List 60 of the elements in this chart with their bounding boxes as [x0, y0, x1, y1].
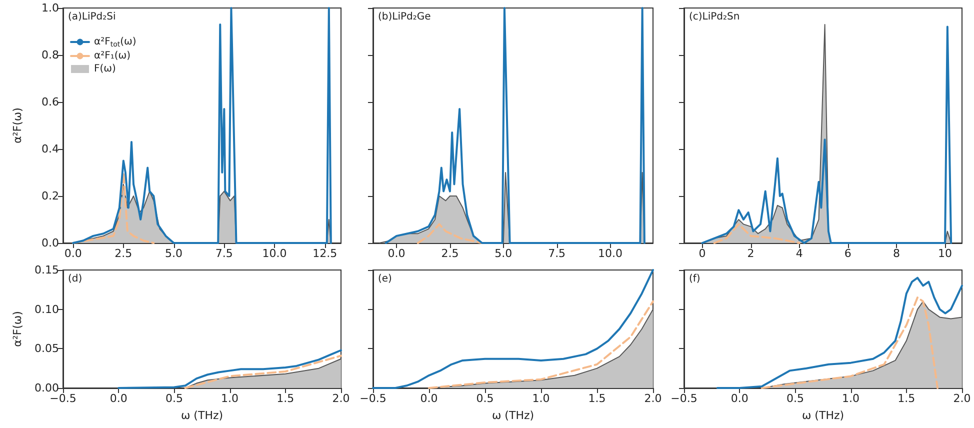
annotation: (a)LiPd₂Si	[68, 12, 116, 22]
x-tick-label: 2	[747, 247, 754, 260]
y-tick-label: 0.6	[42, 96, 59, 108]
y-tick-label: 0.4	[42, 142, 59, 156]
x-tick-label: 1.0	[842, 392, 860, 405]
y-tick-label: 0.8	[42, 48, 59, 62]
x-tick-label: −0.5	[670, 392, 698, 405]
x-tick-label: 0.0	[388, 247, 406, 260]
annotation: (c)LiPd₂Sn	[689, 12, 740, 22]
x-tick-label: 0.5	[476, 392, 494, 405]
x-tick-label: 5.0	[494, 247, 512, 260]
x-tick-label: 0.5	[165, 392, 183, 405]
x-tick-label: 5.0	[165, 247, 183, 260]
x-tick-label: 2.5	[114, 247, 132, 260]
y-tick-label: 0.10	[34, 302, 59, 316]
x-tick-label: 0.0	[110, 392, 128, 405]
x-tick-label: 10	[938, 247, 952, 260]
x-tick-label: 0.5	[786, 392, 804, 405]
y-axis-title: α²F(ω)	[11, 108, 24, 144]
x-tick-label: 0.0	[730, 392, 748, 405]
line-series	[118, 349, 342, 389]
x-tick-label: 2.0	[953, 392, 971, 405]
x-tick-label: 7.5	[548, 247, 566, 260]
annotation: (f)	[689, 274, 700, 284]
y-tick-label: 0.0	[42, 236, 59, 250]
x-tick-label: 0.0	[420, 392, 438, 405]
x-tick-label: 1.5	[898, 392, 916, 405]
x-tick-label: 1.0	[221, 392, 239, 405]
y-tick-label: 0.05	[34, 342, 59, 356]
x-tick-label: 6	[844, 247, 852, 260]
legend-label: α²F₁(ω)	[94, 50, 131, 62]
x-tick-label: 1.5	[276, 392, 294, 405]
x-tick-label: 1.5	[588, 392, 606, 405]
x-tick-label: 1.0	[532, 392, 550, 405]
annotation: (d)	[68, 274, 82, 284]
x-tick-label: 12.5	[312, 247, 338, 260]
x-tick-label: 2.0	[332, 392, 350, 405]
x-tick-label: 10.0	[598, 247, 622, 260]
x-tick-label: 2.0	[644, 392, 662, 405]
line-series	[72, 172, 155, 244]
y-axis-title: α²F(ω)	[11, 311, 24, 347]
x-tick-label: 7.5	[215, 247, 233, 260]
y-tick-label: 1.0	[42, 2, 59, 14]
x-tick-label: 10.0	[262, 247, 287, 260]
x-tick-label: 0.0	[64, 247, 82, 260]
y-tick-label: 0.00	[34, 382, 59, 394]
x-axis-title: ω (THz)	[492, 409, 534, 422]
x-tick-label: 8	[892, 247, 900, 260]
legend-label: F(ω)	[94, 64, 116, 74]
annotation: (b)LiPd₂Ge	[378, 12, 431, 22]
x-tick-label: −0.5	[50, 392, 76, 405]
x-tick-label: −0.5	[360, 392, 386, 405]
y-tick-label: 0.2	[42, 190, 59, 202]
x-tick-label: 0	[698, 247, 706, 260]
x-axis-title: ω (THz)	[802, 409, 844, 422]
x-tick-label: 4	[796, 247, 803, 260]
annotation: (e)	[378, 274, 392, 284]
y-tick-label: 0.15	[34, 264, 59, 276]
x-axis-title: ω (THz)	[180, 409, 224, 422]
x-tick-label: 2.5	[441, 247, 459, 260]
